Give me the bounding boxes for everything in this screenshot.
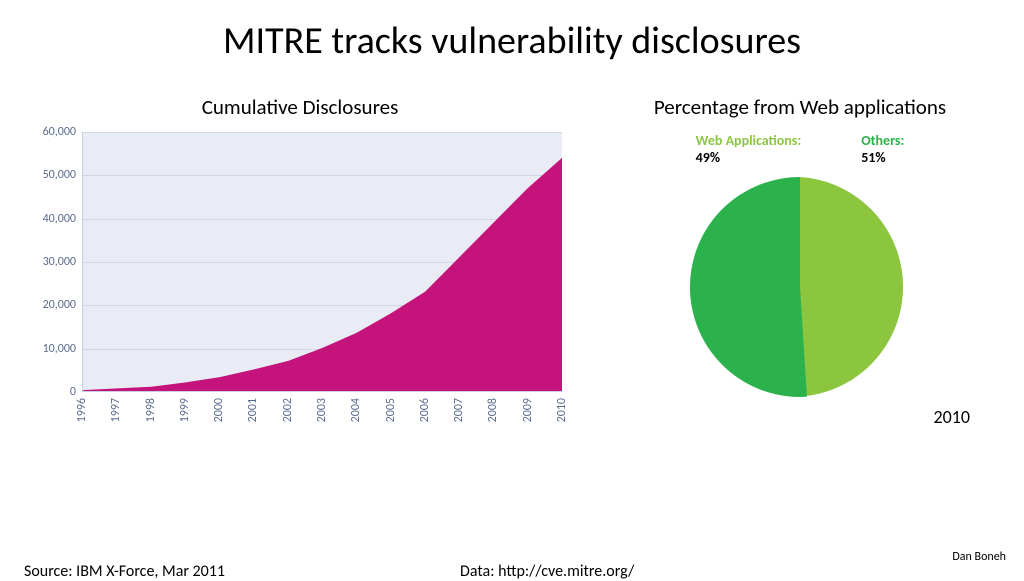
x-tick-label: 1999 <box>178 398 192 422</box>
pie-legend: Web Applications:49% Others:51% <box>610 132 990 166</box>
pie-slice <box>793 177 903 397</box>
area-svg <box>83 132 562 391</box>
y-tick-label: 50,000 <box>43 168 76 182</box>
footer-data: Data: http://cve.mitre.org/ <box>460 562 634 581</box>
x-tick-label: 2000 <box>212 398 226 422</box>
y-tick-label: 20,000 <box>43 298 76 312</box>
pie-legend-name: Web Applications: <box>696 132 802 149</box>
x-tick-label: 2003 <box>315 398 329 422</box>
pie-legend-value: 51% <box>861 149 904 166</box>
y-tick-label: 0 <box>70 385 76 399</box>
pie-slice <box>690 177 807 397</box>
x-axis: 1996199719981999200020012002200320042005… <box>82 394 562 434</box>
footer-source: Source: IBM X-Force, Mar 2011 <box>24 562 225 581</box>
footer-author: Dan Boneh <box>952 550 1006 564</box>
area-chart-panel: Cumulative Disclosures 0 10,000 20,000 30,0… <box>20 94 580 432</box>
y-tick-label: 60,000 <box>43 125 76 139</box>
pie-year-label: 2010 <box>610 406 990 428</box>
x-tick-label: 1996 <box>75 398 89 422</box>
charts-row: Cumulative Disclosures 0 10,000 20,000 30,0… <box>0 64 1024 432</box>
x-tick-label: 2001 <box>246 398 260 422</box>
slide-title: MITRE tracks vulnerability disclosures <box>0 0 1024 64</box>
pie-chart-panel: Percentage from Web applications Web App… <box>600 94 1000 432</box>
y-axis: 010,00020,00030,00040,00050,00060,000 <box>30 132 80 392</box>
x-tick-label: 2008 <box>486 398 500 422</box>
pie-legend-value: 49% <box>696 149 802 166</box>
x-tick-label: 2002 <box>281 398 295 422</box>
pie-chart: Web Applications:49% Others:51% 2010 <box>610 132 990 428</box>
pie-legend-item: Web Applications:49% <box>696 132 802 166</box>
x-tick-label: 2010 <box>555 398 569 422</box>
x-tick-label: 2007 <box>452 398 466 422</box>
pie-legend-item: Others:51% <box>861 132 904 166</box>
x-tick-label: 2005 <box>384 398 398 422</box>
area-chart-title: Cumulative Disclosures <box>20 94 580 120</box>
x-tick-label: 2009 <box>521 398 535 422</box>
x-tick-label: 1997 <box>109 398 123 422</box>
area-chart: 010,00020,00030,00040,00050,00060,000 19… <box>30 132 570 432</box>
x-tick-label: 1998 <box>144 398 158 422</box>
y-tick-label: 40,000 <box>43 212 76 226</box>
pie-chart-title: Percentage from Web applications <box>600 94 1000 120</box>
x-tick-label: 2006 <box>418 398 432 422</box>
pie-legend-name: Others: <box>861 132 904 149</box>
y-tick-label: 10,000 <box>43 342 76 356</box>
y-tick-label: 30,000 <box>43 255 76 269</box>
plot-area <box>82 132 562 392</box>
pie-svg <box>680 172 920 402</box>
area-fill <box>83 158 562 391</box>
x-tick-label: 2004 <box>349 398 363 422</box>
